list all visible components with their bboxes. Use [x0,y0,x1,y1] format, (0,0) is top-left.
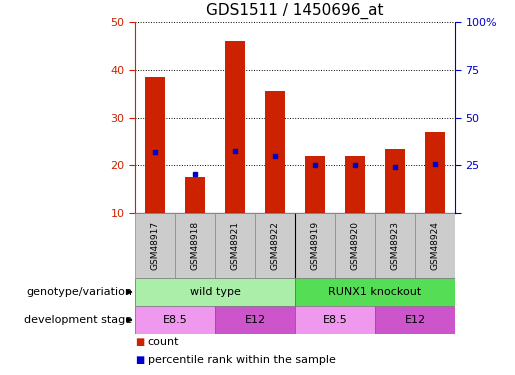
Text: E8.5: E8.5 [163,315,187,325]
Bar [135,213,175,278]
Text: ■: ■ [135,337,144,347]
Bar [305,156,325,213]
Bar [375,213,415,278]
Bar [145,77,165,213]
Text: E12: E12 [245,315,266,325]
Text: percentile rank within the sample: percentile rank within the sample [148,355,336,365]
Text: development stage: development stage [24,315,132,325]
Bar [215,213,255,278]
Text: genotype/variation: genotype/variation [26,287,132,297]
Text: GSM48923: GSM48923 [390,221,400,270]
Bar [425,132,445,213]
Bar [295,306,375,334]
Bar [135,306,215,334]
Bar [335,213,375,278]
Bar [255,213,295,278]
Text: GSM48920: GSM48920 [351,221,359,270]
Text: RUNX1 knockout: RUNX1 knockout [329,287,422,297]
Bar [415,213,455,278]
Text: E8.5: E8.5 [322,315,348,325]
Text: E12: E12 [404,315,425,325]
Text: GSM48918: GSM48918 [191,221,199,270]
Bar [295,278,455,306]
Bar [295,213,335,278]
Text: ■: ■ [135,355,144,365]
Text: GSM48919: GSM48919 [311,221,319,270]
Text: count: count [148,337,179,347]
Text: GSM48917: GSM48917 [150,221,160,270]
Text: wild type: wild type [190,287,241,297]
Bar [375,306,455,334]
Text: GSM48924: GSM48924 [431,221,439,270]
Bar [215,306,295,334]
Text: GSM48922: GSM48922 [270,221,280,270]
Bar [175,213,215,278]
Text: GSM48921: GSM48921 [231,221,239,270]
Bar [345,156,365,213]
Bar [385,148,405,213]
Title: GDS1511 / 1450696_at: GDS1511 / 1450696_at [206,3,384,19]
Bar [265,91,285,213]
Bar [135,278,295,306]
Bar [185,177,205,213]
Bar [225,41,245,213]
